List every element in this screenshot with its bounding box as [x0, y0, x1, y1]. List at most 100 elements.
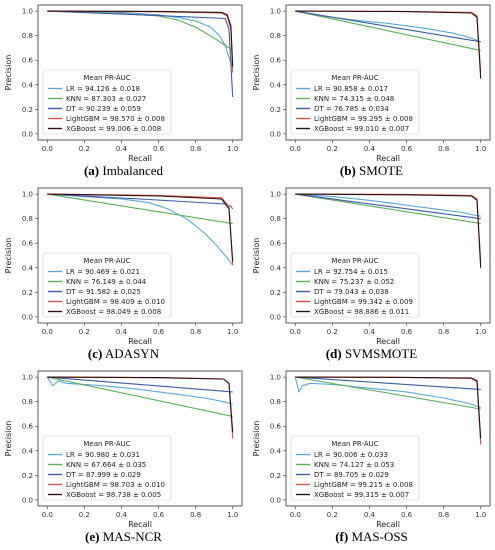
caption-letter: (f): [335, 529, 349, 544]
legend-label-lightgbm: LightGBM = 98.409 ± 0.010: [66, 298, 165, 306]
y-tick-label: 0.4: [270, 81, 282, 89]
legend-box: [42, 435, 172, 501]
y-tick-label: 0.6: [270, 423, 282, 431]
legend-label-knn: KNN = 74.127 ± 0.053: [314, 461, 394, 469]
caption-text: SVMSMOTE: [344, 346, 418, 361]
x-tick-label: 0.6: [153, 328, 165, 336]
legend-label-xgboost: XGBoost = 98.886 ± 0.011: [314, 308, 409, 316]
y-tick-label: 0.2: [22, 106, 33, 114]
legend-label-dt: DT = 87.999 ± 0.029: [66, 471, 141, 479]
y-tick-label: 0.6: [22, 57, 34, 65]
y-tick-label: 0.8: [270, 32, 281, 40]
legend-label-lightgbm: LightGBM = 98.570 ± 0.008: [66, 115, 165, 123]
y-axis-label: Precision: [252, 238, 261, 274]
y-tick-label: 0.8: [270, 215, 281, 223]
y-tick-label: 0.2: [270, 289, 281, 297]
x-tick-label: 0.4: [116, 328, 128, 336]
panel-mas-ncr: 0.0 0.2 0.4 0.6 0.8 1.0 0.0 0.2 0.4 0.6 0.8 1.0 Reca…: [0, 366, 247, 549]
series-line-knn: [47, 193, 233, 225]
pr-chart-svmsmote: 0.0 0.2 0.4 0.6 0.8 1.0 0.0 0.2 0.4 0.6 0.8 1.0 Reca…: [252, 187, 491, 346]
legend-label-lr: LR = 92.754 ± 0.015: [314, 268, 388, 276]
y-tick-label: 0.8: [22, 32, 33, 40]
series-line-dt: [47, 376, 233, 393]
y-tick-label: 0.0: [270, 496, 281, 504]
legend-label-dt: DT = 76.785 ± 0.034: [314, 105, 389, 113]
x-tick-label: 0.4: [116, 145, 128, 153]
legend-title: Mean PR-AUC: [331, 440, 378, 448]
series-line-xgboost: [295, 10, 482, 79]
x-tick-label: 0.4: [364, 511, 376, 519]
y-tick-label: 1.0: [22, 8, 33, 16]
pr-chart-smote: 0.0 0.2 0.4 0.6 0.8 1.0 0.0 0.2 0.4 0.6 0.8 1.0 Reca…: [252, 4, 491, 163]
panel-smote: 0.0 0.2 0.4 0.6 0.8 1.0 0.0 0.2 0.4 0.6 0.8 1.0 Reca…: [248, 0, 495, 183]
x-tick-label: 1.0: [475, 328, 486, 336]
y-tick-label: 1.0: [270, 374, 281, 382]
y-tick-label: 0.6: [22, 423, 34, 431]
x-tick-label: 1.0: [227, 328, 238, 336]
y-tick-label: 0.6: [270, 240, 282, 248]
panel-mas-oss: 0.0 0.2 0.4 0.6 0.8 1.0 0.0 0.2 0.4 0.6 0.8 1.0 Reca…: [248, 366, 495, 549]
panel-adasyn: 0.0 0.2 0.4 0.6 0.8 1.0 0.0 0.2 0.4 0.6 0.8 1.0 Reca…: [0, 183, 247, 366]
x-tick-label: 0.0: [42, 328, 53, 336]
pr-chart-mas-ncr: 0.0 0.2 0.4 0.6 0.8 1.0 0.0 0.2 0.4 0.6 0.8 1.0 Reca…: [4, 370, 243, 529]
x-tick-label: 0.6: [401, 328, 413, 336]
x-tick-label: 0.6: [401, 145, 413, 153]
y-tick-label: 0.0: [270, 130, 281, 138]
x-tick-label: 0.6: [153, 511, 165, 519]
series-line-xgboost: [47, 193, 234, 262]
series-line-xgboost: [295, 376, 482, 439]
legend-title: Mean PR-AUC: [83, 257, 130, 265]
x-tick-label: 0.4: [364, 145, 376, 153]
legend-box: [290, 252, 420, 318]
y-tick-label: 0.2: [22, 289, 33, 297]
caption-letter: (e): [85, 529, 100, 544]
y-tick-label: 0.0: [22, 130, 33, 138]
legend-box: [42, 69, 172, 135]
legend-label-knn: KNN = 74.315 ± 0.048: [314, 95, 394, 103]
legend-label-dt: DT = 89.705 ± 0.029: [314, 471, 389, 479]
x-tick-label: 1.0: [227, 145, 238, 153]
panel-imbalanced: 0.0 0.2 0.4 0.6 0.8 1.0 0.0 0.2 0.4 0.6 0.8 1.0 Reca…: [0, 0, 247, 183]
legend-label-xgboost: XGBoost = 99.006 ± 0.008: [66, 125, 161, 133]
x-tick-label: 0.2: [79, 145, 90, 153]
caption-adasyn: (c) ADASYN: [0, 346, 247, 362]
y-axis-label: Precision: [252, 421, 261, 457]
legend-label-lr: LR = 90.469 ± 0.021: [66, 268, 140, 276]
pr-chart-imbalanced: 0.0 0.2 0.4 0.6 0.8 1.0 0.0 0.2 0.4 0.6 0.8 1.0 Reca…: [4, 4, 243, 163]
series-line-dt: [295, 10, 481, 43]
series-line-lr: [46, 376, 233, 405]
y-tick-label: 0.2: [22, 472, 33, 480]
pr-chart-mas-oss: 0.0 0.2 0.4 0.6 0.8 1.0 0.0 0.2 0.4 0.6 0.8 1.0 Reca…: [252, 370, 491, 529]
x-tick-label: 0.0: [42, 145, 53, 153]
caption-text: MAS-NCR: [102, 529, 162, 544]
caption-svmsmote: (d) SVMSMOTE: [248, 346, 495, 362]
legend-label-lr: LR = 90.858 ± 0.017: [314, 85, 388, 93]
legend-label-knn: KNN = 75.237 ± 0.052: [314, 278, 394, 286]
x-tick-label: 0.8: [438, 511, 449, 519]
y-axis-label: Precision: [4, 55, 13, 91]
series-line-dt: [295, 193, 481, 220]
x-tick-label: 0.8: [438, 328, 449, 336]
caption-text: MAS-OSS: [351, 529, 408, 544]
legend-label-xgboost: XGBoost = 99.315 ± 0.007: [314, 491, 409, 499]
caption-letter: (b): [339, 163, 356, 178]
caption-text: SMOTE: [359, 163, 404, 178]
x-tick-label: 0.8: [190, 511, 201, 519]
x-tick-label: 0.0: [42, 511, 53, 519]
legend-title: Mean PR-AUC: [331, 74, 378, 82]
x-tick-label: 1.0: [227, 511, 238, 519]
y-tick-label: 1.0: [270, 191, 281, 199]
x-tick-label: 0.2: [79, 511, 90, 519]
y-tick-label: 0.4: [22, 264, 34, 272]
x-tick-label: 0.6: [153, 145, 165, 153]
legend-label-lightgbm: LightGBM = 99.342 ± 0.009: [314, 298, 413, 306]
x-tick-label: 0.0: [290, 511, 301, 519]
x-tick-label: 0.4: [364, 328, 376, 336]
x-tick-label: 1.0: [475, 145, 486, 153]
legend-box: [290, 69, 420, 135]
series-line-xgboost: [295, 193, 482, 268]
caption-text: ADASYN: [104, 346, 160, 361]
series-line-knn: [47, 376, 233, 417]
y-tick-label: 0.2: [270, 106, 281, 114]
caption-text: Imbalanced: [102, 163, 164, 178]
